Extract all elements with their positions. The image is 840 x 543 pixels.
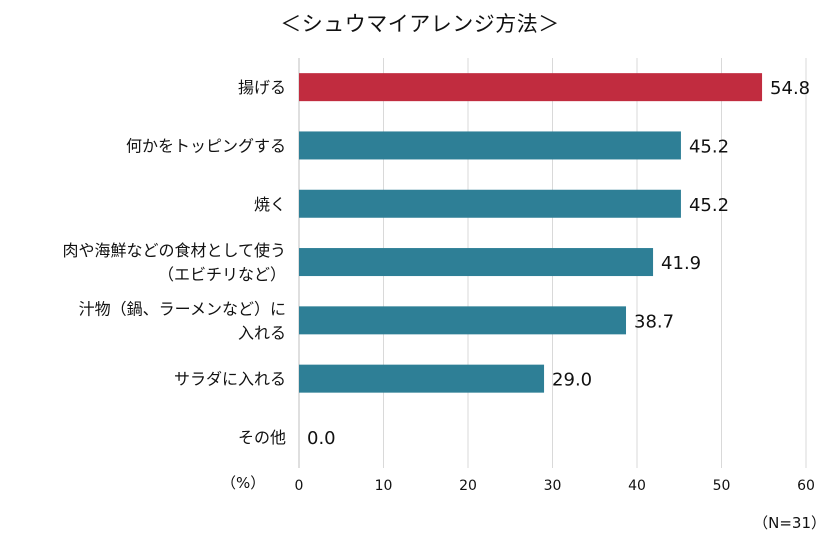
category-label: 揚げる — [238, 78, 286, 97]
x-tick-label: 10 — [375, 478, 393, 494]
category-label: サラダに入れる — [174, 370, 286, 389]
x-tick-label: 0 — [295, 478, 304, 494]
data-label: 41.9 — [661, 253, 701, 274]
x-tick-label: 40 — [628, 478, 646, 494]
bar — [299, 248, 654, 277]
axis-unit-label: （%） — [221, 474, 266, 492]
x-tick-label: 30 — [544, 478, 562, 494]
x-tick-label: 20 — [459, 478, 477, 494]
category-label: 焼く — [254, 195, 286, 214]
category-label: 入れる — [238, 323, 286, 342]
bar — [299, 73, 763, 102]
category-label: 何かをトッピングする — [126, 136, 286, 155]
data-label: 45.2 — [689, 195, 729, 216]
category-label: （エビチリなど） — [158, 265, 286, 284]
category-label: 肉や海鮮などの食材として使う — [62, 241, 286, 260]
category-label: その他 — [238, 428, 286, 447]
data-label: 45.2 — [689, 136, 729, 157]
sample-size-note: （N=31） — [753, 514, 826, 532]
bar — [299, 189, 681, 218]
bar — [299, 306, 627, 335]
bar — [299, 131, 681, 160]
data-label: 29.0 — [552, 370, 592, 391]
category-label: 汁物（鍋、ラーメンなど）に — [79, 299, 286, 318]
x-tick-label: 60 — [797, 478, 815, 494]
chart-title: ＜シュウマイアレンジ方法＞ — [280, 12, 560, 36]
data-label: 38.7 — [634, 311, 674, 332]
bar — [299, 364, 545, 393]
x-tick-label: 50 — [713, 478, 731, 494]
data-label: 54.8 — [770, 78, 810, 99]
data-label: 0.0 — [307, 428, 336, 449]
